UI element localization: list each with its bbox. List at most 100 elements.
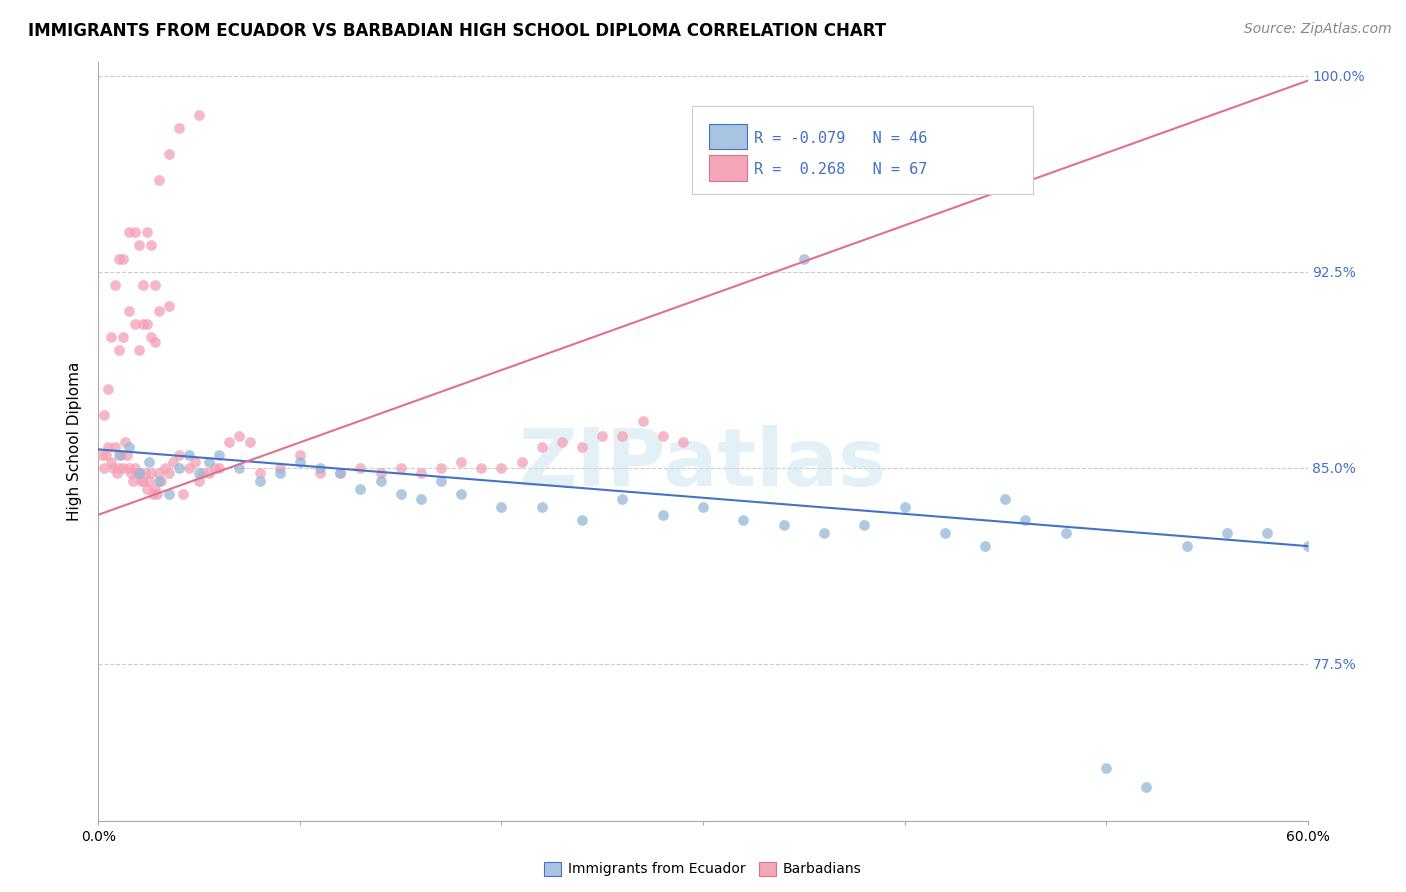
Point bbox=[551, 434, 574, 449]
Point bbox=[142, 487, 165, 501]
Point bbox=[107, 460, 129, 475]
Point bbox=[157, 147, 180, 161]
Point bbox=[146, 487, 169, 501]
Point bbox=[128, 466, 150, 480]
Point bbox=[239, 434, 262, 449]
Point bbox=[149, 474, 172, 488]
Point bbox=[1014, 513, 1036, 527]
Point bbox=[309, 460, 332, 475]
Point bbox=[135, 226, 157, 240]
Point bbox=[118, 460, 141, 475]
Text: Source: ZipAtlas.com: Source: ZipAtlas.com bbox=[1244, 22, 1392, 37]
Point bbox=[491, 460, 513, 475]
Point bbox=[651, 508, 673, 522]
Point bbox=[208, 448, 231, 462]
Point bbox=[148, 466, 170, 480]
Point bbox=[153, 460, 176, 475]
Point bbox=[157, 466, 180, 480]
Point bbox=[124, 226, 146, 240]
Point bbox=[184, 455, 207, 469]
Point bbox=[409, 491, 432, 506]
Point bbox=[1175, 539, 1198, 553]
Point bbox=[132, 474, 155, 488]
Point bbox=[111, 330, 134, 344]
Point bbox=[157, 487, 180, 501]
Point bbox=[188, 108, 211, 122]
Point bbox=[651, 429, 673, 443]
Point bbox=[193, 466, 215, 480]
Point bbox=[269, 466, 291, 480]
Point bbox=[115, 448, 138, 462]
Point bbox=[125, 466, 148, 480]
Point bbox=[111, 460, 134, 475]
Point bbox=[349, 460, 371, 475]
Point bbox=[93, 460, 115, 475]
Legend: Immigrants from Ecuador, Barbadians: Immigrants from Ecuador, Barbadians bbox=[538, 856, 868, 882]
Text: IMMIGRANTS FROM ECUADOR VS BARBADIAN HIGH SCHOOL DIPLOMA CORRELATION CHART: IMMIGRANTS FROM ECUADOR VS BARBADIAN HIG… bbox=[28, 22, 886, 40]
Point bbox=[135, 317, 157, 331]
Point bbox=[198, 455, 221, 469]
Point bbox=[118, 226, 141, 240]
Point bbox=[631, 414, 654, 428]
Point bbox=[143, 482, 166, 496]
Point bbox=[994, 491, 1017, 506]
Point bbox=[430, 460, 453, 475]
Point bbox=[934, 526, 956, 541]
Point bbox=[129, 474, 152, 488]
Point bbox=[612, 491, 634, 506]
Point bbox=[124, 317, 146, 331]
Point bbox=[692, 500, 714, 514]
Point bbox=[470, 460, 492, 475]
Point bbox=[188, 474, 211, 488]
Point bbox=[172, 487, 194, 501]
Point bbox=[208, 460, 231, 475]
Point bbox=[198, 466, 221, 480]
Point bbox=[269, 460, 291, 475]
Point bbox=[148, 474, 170, 488]
Point bbox=[450, 487, 472, 501]
Point bbox=[228, 460, 250, 475]
Point bbox=[672, 434, 695, 449]
Point bbox=[813, 526, 835, 541]
Point bbox=[530, 440, 553, 454]
Point bbox=[128, 466, 150, 480]
Point bbox=[1095, 761, 1118, 775]
Point bbox=[139, 238, 162, 252]
Point bbox=[228, 429, 250, 443]
Point bbox=[204, 460, 226, 475]
Y-axis label: High School Diploma: High School Diploma bbox=[67, 362, 83, 521]
Point bbox=[139, 466, 162, 480]
Point bbox=[1296, 539, 1319, 553]
Point bbox=[91, 448, 114, 462]
Point bbox=[510, 455, 533, 469]
Point bbox=[530, 500, 553, 514]
Point bbox=[143, 335, 166, 350]
Point bbox=[132, 317, 155, 331]
Point bbox=[107, 252, 129, 266]
Text: ZIPatlas: ZIPatlas bbox=[519, 425, 887, 503]
Point bbox=[370, 474, 392, 488]
Point bbox=[114, 434, 136, 449]
Point bbox=[329, 466, 352, 480]
Point bbox=[179, 448, 201, 462]
Point bbox=[249, 466, 271, 480]
Point bbox=[103, 277, 125, 292]
Point bbox=[101, 460, 124, 475]
Point bbox=[288, 448, 311, 462]
Point bbox=[162, 455, 184, 469]
Point bbox=[111, 252, 134, 266]
Point bbox=[893, 500, 915, 514]
Point bbox=[329, 466, 352, 480]
Point bbox=[188, 466, 211, 480]
Point bbox=[105, 466, 128, 480]
Point bbox=[103, 440, 125, 454]
Point bbox=[389, 460, 412, 475]
Point bbox=[135, 482, 157, 496]
Point bbox=[124, 460, 146, 475]
Point bbox=[591, 429, 613, 443]
Point bbox=[1216, 526, 1239, 541]
Point bbox=[107, 343, 129, 357]
Point bbox=[128, 343, 150, 357]
Point bbox=[1256, 526, 1278, 541]
Point bbox=[309, 466, 332, 480]
